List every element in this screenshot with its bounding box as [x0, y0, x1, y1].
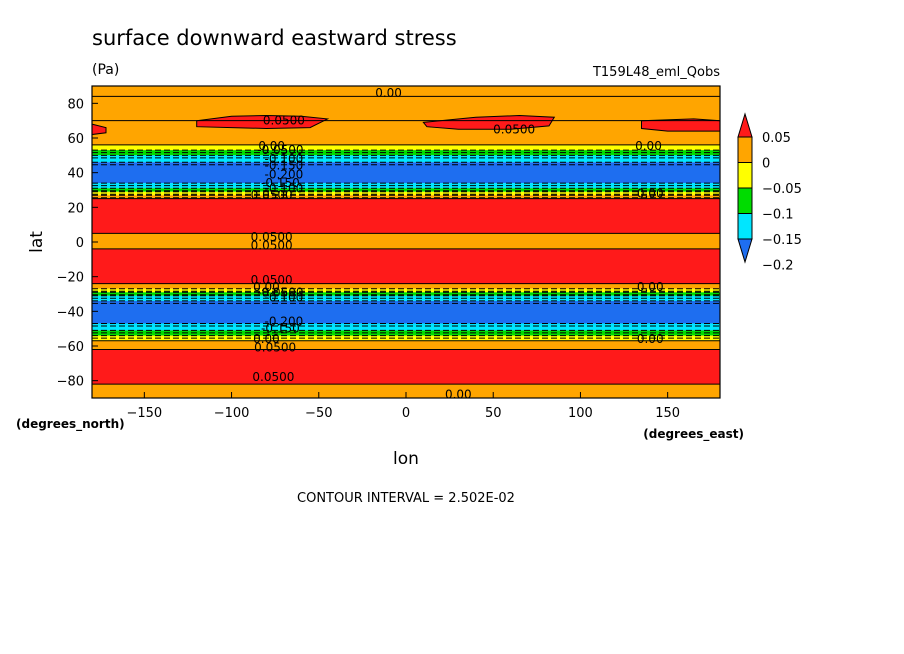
x-axis-label: lon	[393, 449, 419, 469]
chart-units: (Pa)	[92, 62, 119, 78]
colorbar-top-arrow	[737, 112, 753, 138]
x-tick-label: 150	[655, 406, 680, 421]
contour-label: -0.200	[265, 315, 304, 329]
contour-label: 0.0500	[251, 238, 293, 252]
contour-label: -0.200	[265, 167, 304, 181]
colorbar-label: −0.15	[762, 233, 802, 248]
contour-band	[92, 96, 720, 121]
y-tick-label: 20	[67, 201, 84, 216]
contour-label: -0.0500	[257, 143, 303, 157]
colorbar-segment	[737, 187, 753, 214]
contour-label: 0.00	[445, 388, 472, 402]
contour-band	[92, 384, 720, 398]
contour-label: 0.0500	[254, 341, 296, 355]
dataset-name: T159L48_eml_Qobs	[592, 65, 720, 80]
colorbar: 0.05 0 −0.05 −0.1 −0.15 −0.2	[737, 112, 802, 274]
contour-lines	[92, 95, 720, 385]
colorbar-bottom-arrow	[737, 238, 753, 264]
colorbar-label: −0.05	[762, 182, 802, 197]
contour-label: 0.0500	[263, 114, 305, 128]
contour-label: -0.150	[261, 322, 300, 336]
contour-label: 0.00	[637, 280, 664, 294]
y-tick-label: −60	[57, 340, 84, 355]
contour-label: -0.100	[265, 181, 304, 195]
colorbar-label: −0.1	[762, 208, 794, 223]
contour-patch	[422, 114, 556, 130]
contour-label: 0.00	[258, 139, 285, 153]
y-tick-label: 40	[67, 167, 84, 182]
contour-label: 0.00	[375, 86, 402, 100]
x-tick-label: 50	[485, 406, 502, 421]
y-tick-label: 60	[67, 132, 84, 147]
colorbar-label: −0.2	[762, 259, 794, 274]
contour-band	[92, 144, 720, 151]
contour-label: 0.0500	[251, 230, 293, 244]
contour-band	[92, 340, 720, 350]
colorbar-segment	[737, 213, 753, 240]
contour-band	[92, 188, 720, 192]
x-tick-label: −100	[214, 406, 250, 421]
contour-band	[92, 195, 720, 199]
contour-band	[92, 120, 720, 145]
contour-band	[92, 86, 720, 97]
colorbar-segment	[737, 162, 753, 189]
contour-band	[92, 198, 720, 234]
contour-label: -0.0500	[257, 285, 303, 299]
y-axis-ticks: 80 60 40 20 0 −20 −40 −60 −80	[57, 97, 98, 390]
colorbar-segment	[737, 136, 753, 163]
contour-band	[92, 248, 720, 284]
contour-label: -0.100	[265, 152, 304, 166]
contour-interval: CONTOUR INTERVAL = 2.502E-02	[297, 491, 515, 506]
y-tick-label: −40	[57, 305, 84, 320]
filled-contour-patches	[91, 114, 721, 136]
contour-band	[92, 183, 720, 189]
contour-label: -0.100	[265, 290, 304, 304]
y-axis-units: (degrees_north)	[16, 417, 125, 432]
contour-band	[92, 288, 720, 293]
x-axis-units: (degrees_east)	[643, 427, 744, 442]
y-tick-label: −20	[57, 271, 84, 286]
contour-band	[92, 300, 720, 324]
contour-label: 0.0500	[251, 273, 293, 287]
contour-band	[92, 349, 720, 385]
chart-title: surface downward eastward stress	[92, 26, 457, 50]
colorbar-label: 0.05	[762, 131, 791, 146]
contour-band	[92, 323, 720, 331]
contour-label: 0.0500	[251, 188, 293, 202]
contour-label: 0.00	[637, 186, 664, 200]
contour-band	[92, 330, 720, 336]
filled-contour-bands	[92, 86, 720, 398]
contour-band	[92, 191, 720, 196]
contour-label: 0.0500	[252, 370, 294, 384]
contour-label: 0.00	[253, 280, 280, 294]
contour-band	[92, 155, 720, 163]
contour-label: 0.0500	[493, 122, 535, 136]
contour-label: 0.00	[635, 139, 662, 153]
contour-label: 0.00	[253, 332, 280, 346]
x-tick-label: 0	[402, 406, 410, 421]
contour-patch	[196, 114, 330, 130]
contour-label: -0.150	[261, 176, 300, 190]
x-tick-label: −150	[126, 406, 162, 421]
y-tick-label: 0	[76, 236, 84, 251]
colorbar-label: 0	[762, 157, 770, 172]
contour-band	[92, 335, 720, 341]
contour-label: -0.150	[265, 159, 304, 173]
y-tick-label: 80	[67, 97, 84, 112]
x-axis-ticks: −150 −100 −50 0 50 100 150	[126, 392, 680, 421]
x-tick-label: 100	[568, 406, 593, 421]
contour-band	[92, 162, 720, 184]
contour-band	[92, 283, 720, 289]
y-axis-label: lat	[27, 231, 47, 253]
contour-label: 0.00	[637, 332, 664, 346]
x-tick-label: −50	[305, 406, 332, 421]
contour-band	[92, 150, 720, 156]
contour-band	[92, 292, 720, 296]
contour-band	[92, 233, 720, 249]
contour-band	[92, 295, 720, 301]
y-tick-label: −80	[57, 375, 84, 390]
